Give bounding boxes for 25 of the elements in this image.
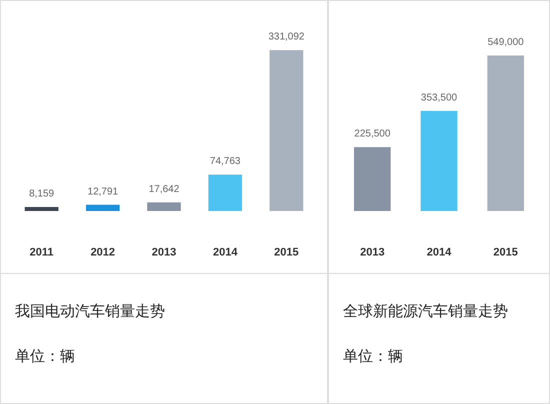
- x-tick-label: 2012: [90, 246, 116, 258]
- text: 单位：辆: [343, 347, 404, 366]
- x-tick-label: 2011: [30, 246, 54, 258]
- data-label: 12,791: [88, 186, 119, 198]
- data-label: 17,642: [148, 184, 180, 195]
- text: 单位：辆: [15, 347, 76, 366]
- x-tick-label: 2014: [212, 246, 238, 258]
- data-label: 74,763: [210, 156, 241, 168]
- data-label: 225,500: [354, 128, 391, 140]
- text: 我国电动汽车销量走势: [15, 302, 166, 321]
- bar: [86, 204, 120, 211]
- x-tick-label: 2015: [493, 246, 518, 258]
- bar: [208, 174, 242, 211]
- data-label: 353,500: [420, 92, 458, 104]
- x-tick-label: 2014: [426, 246, 452, 258]
- bar: [147, 202, 181, 211]
- text: 全球新能源汽车销量走势: [343, 302, 509, 321]
- data-label: 8,159: [29, 188, 55, 200]
- bar: [24, 207, 58, 211]
- data-label: 331,092: [268, 32, 305, 43]
- x-tick-label: 2013: [360, 246, 385, 258]
- data-label: 549,000: [488, 36, 524, 48]
- x-tick-label: 2013: [152, 246, 176, 258]
- x-tick-label: 2015: [274, 246, 299, 258]
- bar: [270, 50, 304, 211]
